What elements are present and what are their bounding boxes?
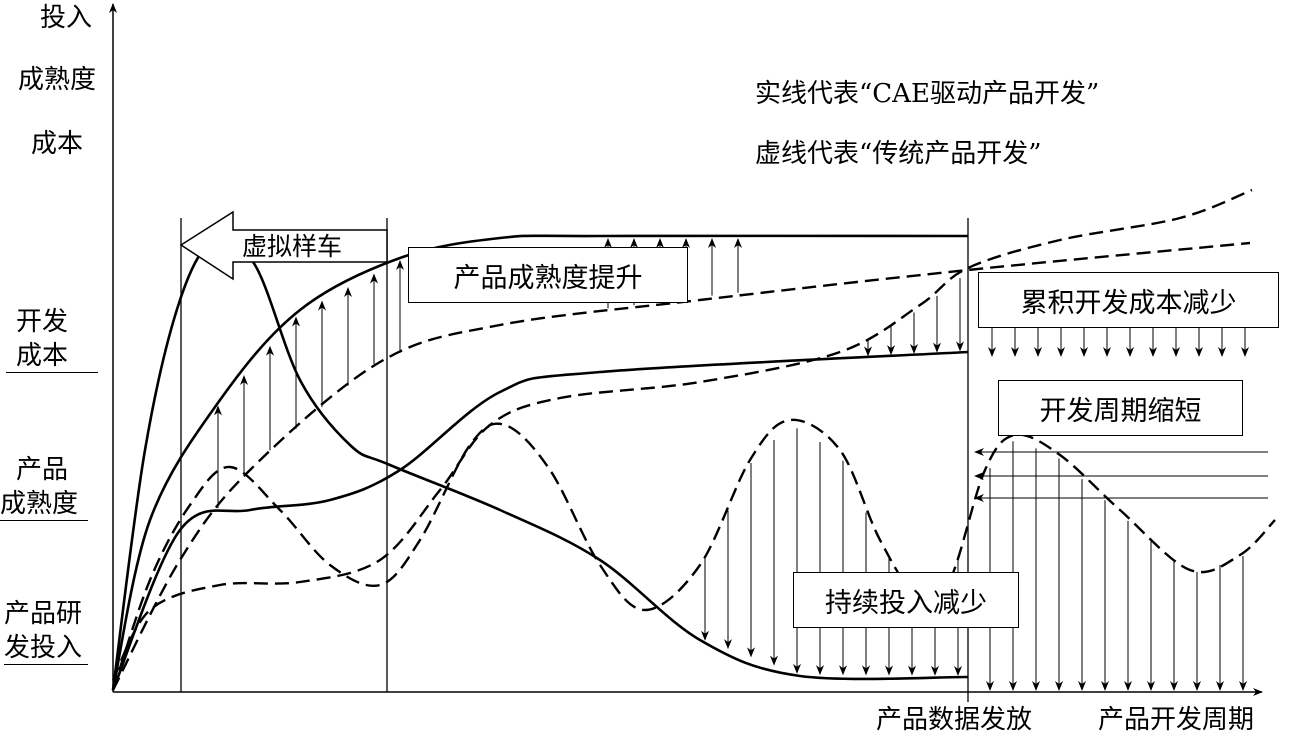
legend-solid: 实线代表“CAE驱动产品开发” (755, 79, 1100, 109)
dashed-curve-cost (111, 241, 1251, 691)
y-axis-label-maturity: 成熟度 (18, 65, 97, 95)
legend-dashed: 虚线代表“传统产品开发” (755, 139, 1042, 169)
x-label-data-release: 产品数据发放 (876, 705, 1033, 735)
row-label-dev-cost-1: 开发 (16, 307, 69, 337)
row-label-investment-1: 产品研 (4, 599, 83, 629)
callout-maturity-up: 产品成熟度提升 (408, 247, 688, 303)
y-axis-label-cost: 成本 (31, 129, 84, 159)
virtual-prototype-label: 虚拟样车 (242, 232, 343, 261)
row-label-maturity-1: 产品 (16, 455, 69, 485)
dashed-curve-mat (111, 188, 1253, 681)
solid-curve-cost (111, 234, 969, 691)
x-label-dev-period: 产品开发周期 (1098, 705, 1255, 735)
callout-invest-down: 持续投入减少 (793, 572, 1019, 628)
row-label-maturity-2: 成熟度 (0, 488, 88, 521)
y-axis-label-input: 投入 (40, 3, 93, 33)
dashed-curve-inv (111, 418, 1276, 691)
virtual-prototype-arrow (179, 210, 388, 281)
row-label-dev-cost-2: 成本 (6, 340, 98, 373)
callout-cost-down: 累积开发成本减少 (978, 272, 1279, 328)
row-label-investment-2: 发投入 (4, 632, 88, 665)
solid-curve-inv (111, 236, 969, 691)
curves (111, 188, 1276, 691)
callout-cycle-short: 开发周期缩短 (998, 380, 1243, 436)
